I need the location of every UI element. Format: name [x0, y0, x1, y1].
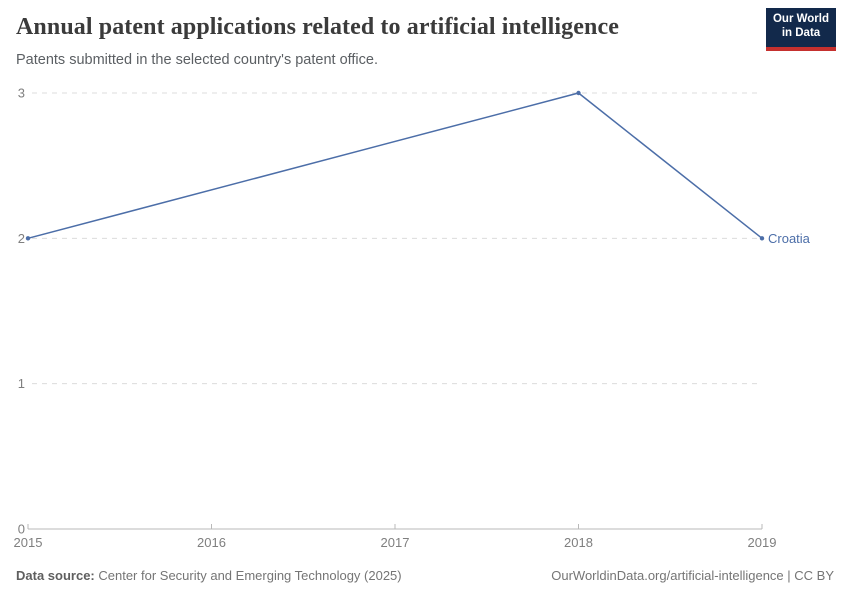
entity-label: Croatia: [768, 231, 811, 246]
x-axis-label: 2016: [197, 535, 226, 550]
y-axis-label: 1: [18, 376, 25, 391]
x-axis-label: 2018: [564, 535, 593, 550]
owid-logo: Our World in Data: [766, 8, 836, 51]
series-line: [27, 92, 763, 240]
data-point: [576, 90, 581, 96]
chart-canvas: 0 1 2 3 2015 2016 2017 2018 2019 Croatia: [14, 86, 811, 551]
chart-subtitle: Patents submitted in the selected countr…: [16, 52, 378, 68]
x-axis-label: 2015: [14, 535, 43, 550]
data-source: Data source: Center for Security and Eme…: [16, 568, 402, 583]
x-axis-label: 2017: [381, 535, 410, 550]
y-axis-label: 3: [18, 86, 25, 101]
data-source-value: Center for Security and Emerging Technol…: [94, 568, 402, 583]
page-title: Annual patent applications related to ar…: [16, 14, 619, 40]
y-axis-label: 2: [18, 231, 25, 246]
data-point: [25, 236, 31, 241]
attribution-link: OurWorldinData.org/artificial-intelligen…: [551, 568, 834, 583]
data-source-label: Data source:: [16, 568, 95, 583]
owid-logo-line1: Our World: [772, 13, 829, 25]
x-axis-label: 2019: [748, 535, 777, 550]
data-point: [759, 236, 765, 241]
y-axis-label: 0: [18, 522, 25, 537]
chart-footer: Data source: Center for Security and Eme…: [16, 568, 834, 583]
owid-logo-line2: in Data: [781, 27, 821, 39]
